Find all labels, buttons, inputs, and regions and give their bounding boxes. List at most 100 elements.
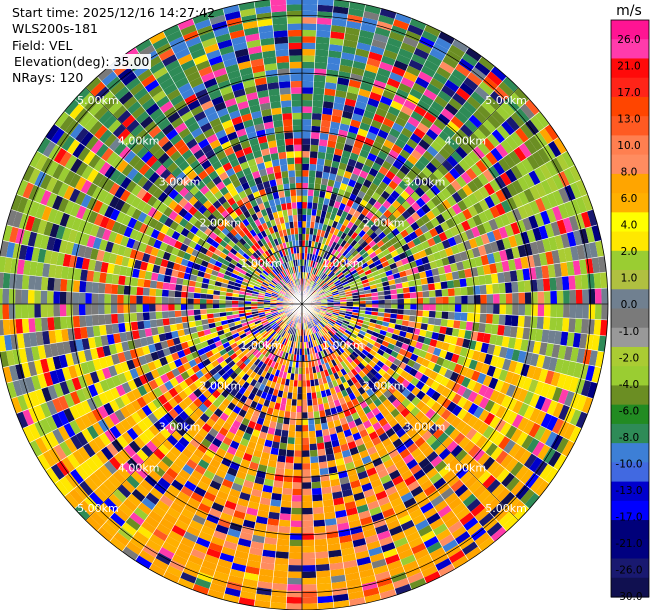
range-gate [343,170,353,179]
range-gate [336,319,343,325]
range-gate [432,234,442,245]
range-gate [490,241,499,253]
range-gate [420,193,431,204]
range-gate [413,491,427,503]
range-gate [363,461,375,471]
range-gate [454,287,462,296]
range-gate [316,164,324,172]
range-gate [434,152,447,165]
range-gate [335,281,342,287]
range-gate [544,160,558,177]
range-gate [334,89,348,99]
range-gate [174,310,182,318]
start-time-label: Start time: 2025/12/16 14:27:42 [12,5,216,20]
range-gate [175,284,183,292]
range-gate [306,279,310,286]
range-gate [441,239,451,250]
range-gate [362,179,373,189]
range-gate [478,409,490,423]
range-gate [308,280,313,287]
range-gate [374,442,385,452]
range-gate [582,289,589,304]
range-gate [526,154,540,171]
range-gate [380,145,392,155]
range-gate [366,131,378,141]
range-gate [353,210,361,219]
range-gate [278,525,291,534]
range-gate [358,88,371,98]
range-gate [489,402,501,416]
range-gate [318,313,325,318]
range-gate [356,175,366,185]
range-gate [280,506,292,515]
range-gate [465,427,478,441]
range-gate [225,304,232,308]
range-gate [349,446,360,456]
range-gate [522,419,535,435]
range-gate [418,36,436,49]
range-gate [439,533,455,547]
range-gate [420,393,431,405]
range-gate [477,470,492,485]
range-gate [326,332,332,339]
range-gate [488,377,499,390]
range-gate [319,132,329,141]
range-gate [297,380,302,387]
range-gate [338,313,346,318]
range-gate [334,509,348,519]
range-gate [312,282,317,289]
range-gate [307,272,311,280]
range-gate [324,152,334,161]
range-gate [302,48,316,56]
range-gate [560,359,571,375]
range-gate [489,90,505,106]
range-gate [340,239,347,248]
range-gate [523,202,535,218]
range-gate [486,478,501,494]
range-gate [521,434,534,450]
range-gate [319,311,326,316]
range-gate [400,105,414,117]
range-gate [364,269,372,276]
range-gate [34,304,41,318]
range-gate [382,227,392,236]
ray-gap [301,4,366,305]
range-gate [566,231,577,247]
range-gate [446,195,457,207]
range-gate [341,553,357,563]
range-gate [340,52,355,61]
range-gate [451,525,467,540]
range-gate [524,119,540,136]
range-gate [320,296,327,300]
range-gate [313,268,318,275]
range-gate [461,52,479,67]
range-gate [325,355,331,363]
range-gate [321,363,328,371]
range-gate [505,135,519,151]
range-gate [421,133,435,146]
range-gate [335,405,344,414]
range-gate [522,327,531,340]
range-gate [340,344,348,352]
range-gate [388,31,405,43]
range-gate [485,313,493,324]
ray-gap [301,303,508,532]
range-gate [454,110,469,124]
range-gate [434,318,442,326]
range-gate [309,280,314,287]
range-gate [419,182,430,194]
range-gate [441,311,449,320]
range-gate [477,141,491,156]
range-gate [417,171,429,183]
range-gate [575,304,583,319]
range-gate [455,449,468,462]
range-gate [285,456,294,464]
range-gate [350,231,359,240]
range-gate [451,404,463,417]
range-gate [15,304,22,319]
range-gate [327,346,334,354]
range-gate [534,111,550,128]
range-gate [418,441,430,453]
range-gate [454,63,471,78]
range-gate [331,335,339,342]
